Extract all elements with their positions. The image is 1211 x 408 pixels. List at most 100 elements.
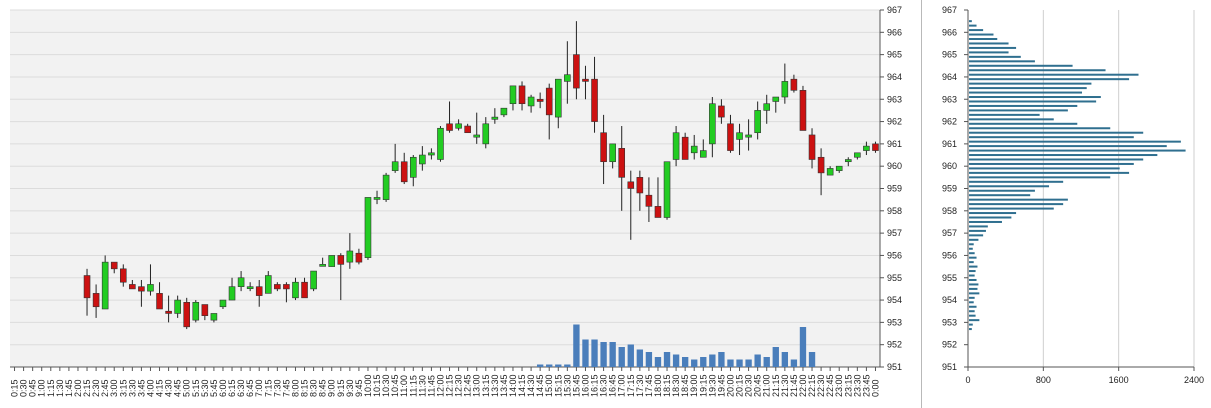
candle-body <box>355 252 363 263</box>
x-tick-label: 0 <box>965 375 970 385</box>
profile-bar <box>969 252 975 255</box>
profile-bar <box>969 328 972 331</box>
candle-body <box>319 264 326 267</box>
volume-bar <box>582 339 589 367</box>
candle-body <box>292 281 299 299</box>
candle-body <box>618 148 626 178</box>
profile-bar <box>969 55 1021 58</box>
y-tick-label: 953 <box>942 317 957 327</box>
candle-body <box>346 250 354 263</box>
x-tick-label: 7:15 <box>263 379 273 397</box>
y-tick-label: 954 <box>887 295 902 305</box>
profile-bar <box>969 292 980 295</box>
x-tick-label: 18:45 <box>680 374 690 397</box>
profile-bar <box>969 109 1068 112</box>
x-tick-label: 15:30 <box>562 374 572 397</box>
y-tick-label: 967 <box>887 5 902 15</box>
x-tick-label: 2:30 <box>91 379 101 397</box>
candle-body <box>274 284 281 290</box>
candle-body <box>237 277 245 287</box>
x-tick-label: 2:45 <box>100 379 110 397</box>
y-tick-label: 952 <box>887 340 902 350</box>
volume-bar <box>618 347 625 367</box>
x-tick-label: 3:30 <box>127 379 137 397</box>
profile-bar <box>969 91 1082 94</box>
y-tick-label: 964 <box>887 72 902 82</box>
y-tick-label: 958 <box>942 206 957 216</box>
candle-body <box>228 286 236 301</box>
profile-bar <box>969 234 984 237</box>
profile-bar <box>969 229 986 232</box>
x-tick-label: 2:15 <box>82 379 92 397</box>
x-tick-label: 7:30 <box>272 379 282 397</box>
y-tick-label: 966 <box>887 27 902 37</box>
y-tick-label: 962 <box>942 117 957 127</box>
profile-bar <box>969 136 1134 139</box>
profile-bar <box>969 274 975 277</box>
profile-bar <box>969 198 1068 201</box>
profile-bar <box>969 149 1186 152</box>
x-tick-label: 1:00 <box>37 379 47 397</box>
volume-bar <box>555 364 562 367</box>
volume-bar <box>681 357 689 367</box>
profile-bar <box>969 38 998 41</box>
candle-body <box>518 85 526 105</box>
volume-bar <box>808 352 816 367</box>
x-tick-label: 16:45 <box>608 374 618 397</box>
candle-body <box>101 261 109 310</box>
x-tick-label: 800 <box>1036 375 1051 385</box>
x-tick-label: 17:00 <box>617 374 627 397</box>
volume-bar <box>781 352 789 367</box>
candle-body <box>219 299 227 308</box>
volume-bar <box>600 342 607 367</box>
x-tick-label: 15:15 <box>553 374 563 397</box>
x-tick-label: 9:45 <box>354 379 364 397</box>
x-tick-label: 4:30 <box>164 379 174 397</box>
profile-bar <box>969 238 979 241</box>
y-tick-label: 951 <box>942 362 957 372</box>
x-tick-label: 11:00 <box>399 375 409 397</box>
volume-bar <box>546 364 553 367</box>
candle-body <box>138 286 145 292</box>
candle-body <box>201 304 209 316</box>
profile-bar <box>969 278 977 281</box>
y-tick-label: 959 <box>887 184 902 194</box>
profile-bar <box>969 60 1035 63</box>
x-tick-label: 0:15 <box>10 379 20 397</box>
x-tick-label: 13:15 <box>481 374 491 397</box>
x-tick-label: 6:30 <box>236 379 246 397</box>
x-tick-label: 4:15 <box>155 379 165 397</box>
volume-bar <box>609 342 616 367</box>
candle-body <box>328 255 336 267</box>
candle-body <box>174 299 181 314</box>
volume-bar <box>672 354 680 367</box>
candle-body <box>473 134 481 138</box>
candle-body <box>409 156 417 178</box>
x-tick-label: 12:00 <box>435 374 445 397</box>
y-tick-label: 966 <box>942 27 957 37</box>
volume-bar <box>736 359 743 367</box>
y-tick-label: 960 <box>942 161 957 171</box>
candle-body <box>844 159 852 163</box>
x-tick-label: 23:00 <box>834 374 844 397</box>
x-tick-label: 11:45 <box>426 375 436 397</box>
x-tick-label: 10:45 <box>390 374 400 397</box>
x-tick-label: 22:45 <box>825 374 835 397</box>
profile-bar <box>969 33 994 36</box>
y-tick-label: 957 <box>887 228 902 238</box>
volume-bar <box>718 352 725 367</box>
candle-body <box>165 310 172 314</box>
x-tick-label: 11:30 <box>417 375 427 397</box>
candle-body <box>663 161 671 218</box>
x-tick-label: 18:15 <box>662 374 672 397</box>
candle-body <box>835 165 843 171</box>
x-tick-label: 13:45 <box>499 374 509 397</box>
x-tick-label: 13:30 <box>490 374 500 397</box>
candle-body <box>464 125 471 134</box>
x-tick-label: 10:30 <box>381 374 391 397</box>
x-tick-label: 23:45 <box>861 374 871 397</box>
candle-body <box>500 107 508 116</box>
volume-bar <box>700 357 707 367</box>
candle-body <box>482 123 490 145</box>
x-tick-label: 17:15 <box>626 374 636 397</box>
